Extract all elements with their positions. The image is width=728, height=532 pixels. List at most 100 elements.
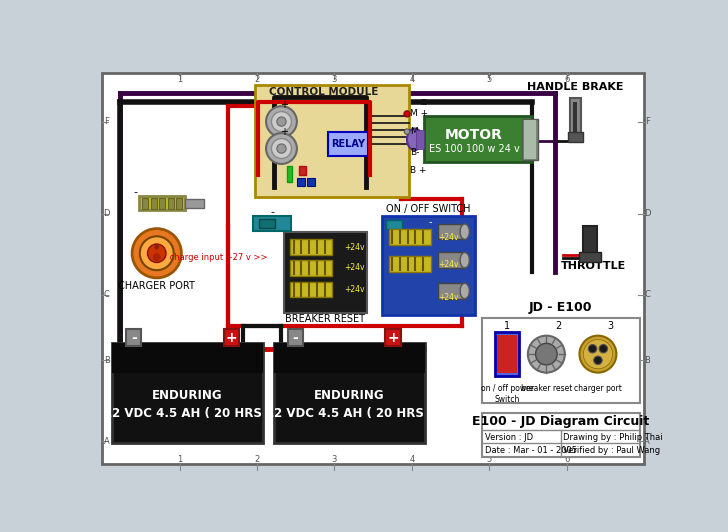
Text: +24v: +24v: [344, 263, 364, 272]
Text: 3: 3: [332, 455, 337, 464]
Circle shape: [154, 245, 159, 250]
Ellipse shape: [460, 224, 470, 239]
Bar: [328, 131, 368, 156]
Bar: [185, 198, 205, 208]
Bar: [274, 343, 424, 443]
Text: A: A: [644, 437, 650, 446]
Circle shape: [153, 253, 161, 261]
Text: -: -: [131, 331, 137, 345]
Bar: [288, 329, 303, 346]
Text: M-: M-: [410, 127, 421, 136]
Bar: [389, 256, 431, 272]
Bar: [287, 166, 292, 181]
Circle shape: [266, 106, 297, 137]
Bar: [176, 198, 182, 209]
Bar: [495, 332, 519, 377]
Text: -: -: [428, 218, 432, 228]
Text: 5: 5: [486, 74, 492, 84]
Circle shape: [148, 244, 166, 262]
Text: C: C: [644, 290, 650, 300]
Text: 5: 5: [486, 455, 492, 464]
Bar: [574, 102, 577, 131]
Circle shape: [536, 343, 557, 365]
Text: 6: 6: [564, 74, 569, 84]
Text: BREAKER RESET: BREAKER RESET: [285, 314, 365, 325]
Bar: [482, 413, 639, 458]
Bar: [151, 198, 157, 209]
Bar: [523, 119, 538, 160]
Bar: [579, 253, 601, 262]
Ellipse shape: [460, 253, 470, 268]
Text: 1: 1: [177, 455, 182, 464]
Bar: [223, 329, 239, 346]
Bar: [253, 215, 291, 231]
Text: -: -: [270, 206, 274, 217]
Bar: [438, 253, 464, 268]
Ellipse shape: [407, 129, 422, 150]
Text: charger port: charger port: [574, 384, 622, 393]
Text: +: +: [226, 331, 237, 345]
Text: 3: 3: [607, 321, 613, 331]
Bar: [382, 217, 475, 315]
Text: on / off power
Switch: on / off power Switch: [480, 384, 534, 404]
Text: breaker reset: breaker reset: [521, 384, 572, 393]
Bar: [290, 239, 332, 255]
Text: Version : JD: Version : JD: [485, 433, 533, 442]
Text: 4: 4: [409, 74, 414, 84]
Text: +: +: [280, 127, 288, 137]
Text: HANDLE BRAKE: HANDLE BRAKE: [527, 82, 624, 92]
Text: 1: 1: [504, 321, 510, 331]
Bar: [385, 329, 401, 346]
Bar: [424, 116, 531, 162]
Bar: [290, 260, 332, 276]
Circle shape: [588, 345, 597, 353]
Text: B +: B +: [410, 165, 427, 174]
Bar: [299, 166, 306, 176]
Text: Date : Mar - 01 - 2005: Date : Mar - 01 - 2005: [485, 446, 577, 455]
Text: 4: 4: [409, 455, 414, 464]
Text: 6: 6: [564, 455, 569, 464]
Bar: [570, 98, 581, 138]
Text: +: +: [387, 331, 399, 345]
Circle shape: [594, 356, 602, 364]
Text: M +: M +: [410, 110, 428, 119]
Text: 2: 2: [555, 321, 562, 331]
Text: +24v: +24v: [438, 294, 459, 302]
Text: B: B: [644, 356, 650, 365]
Ellipse shape: [460, 283, 470, 298]
Circle shape: [599, 345, 608, 353]
Text: D: D: [103, 210, 110, 219]
Text: +24v: +24v: [438, 260, 459, 269]
Text: E100 - JD Diagram Circuit: E100 - JD Diagram Circuit: [472, 415, 649, 428]
Bar: [274, 343, 424, 373]
Text: A: A: [104, 437, 109, 446]
Circle shape: [266, 133, 297, 164]
Circle shape: [140, 236, 174, 270]
Text: +24v: +24v: [344, 243, 364, 252]
Text: ON / OFF SWITCH: ON / OFF SWITCH: [387, 204, 471, 214]
Bar: [416, 130, 424, 148]
Circle shape: [528, 336, 565, 372]
Bar: [438, 283, 464, 298]
Text: ENDURING
12 VDC 4.5 AH ( 20 HRS ): ENDURING 12 VDC 4.5 AH ( 20 HRS ): [266, 389, 433, 420]
Circle shape: [404, 129, 410, 134]
Bar: [482, 318, 639, 403]
Text: D: D: [644, 210, 651, 219]
Text: +24v: +24v: [344, 285, 364, 294]
Bar: [389, 229, 431, 245]
Text: F: F: [645, 117, 649, 126]
Text: Drawing by : Philip Thai: Drawing by : Philip Thai: [563, 433, 662, 442]
Circle shape: [404, 111, 410, 117]
Text: -: -: [293, 331, 298, 345]
Text: 3: 3: [332, 74, 337, 84]
Bar: [167, 198, 174, 209]
Text: +: +: [280, 99, 288, 110]
Circle shape: [132, 229, 181, 278]
Bar: [255, 86, 408, 197]
Bar: [497, 335, 517, 373]
Bar: [112, 343, 263, 373]
Bar: [386, 220, 402, 229]
Text: 1: 1: [177, 74, 182, 84]
Bar: [284, 232, 367, 313]
Bar: [139, 196, 185, 210]
